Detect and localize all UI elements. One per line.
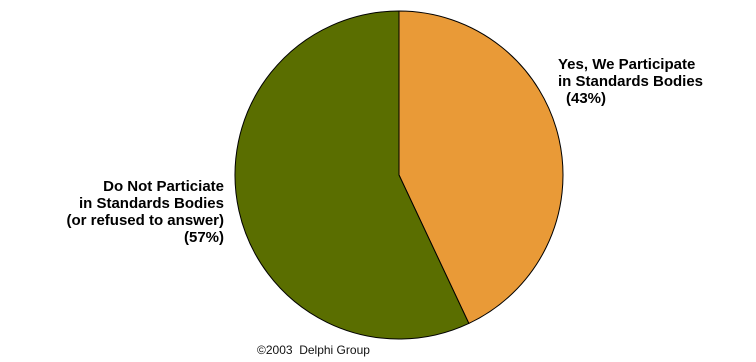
slice-label-yes-line-1: Yes, We Participate [558,56,696,73]
copyright-notice: ©2003 Delphi Group [257,343,370,357]
slice-label-no: Do Not Particiate in Standards Bodies (o… [66,178,224,246]
slice-label-yes-percent: (43%) [566,90,607,107]
slice-label-yes-line-2: in Standards Bodies [558,73,704,90]
slice-label-no-line-3: (or refused to answer) [66,212,224,229]
pie-slice-yes [398,10,564,325]
slice-label-no-line-2: in Standards Bodies [78,195,224,212]
slice-label-yes: Yes, We Participate in Standards Bodies … [558,56,703,107]
pie-slice-no [234,10,470,340]
slice-label-no-line-1: Do Not Particiate [103,178,224,195]
slice-label-no-percent: (57%) [183,229,224,246]
